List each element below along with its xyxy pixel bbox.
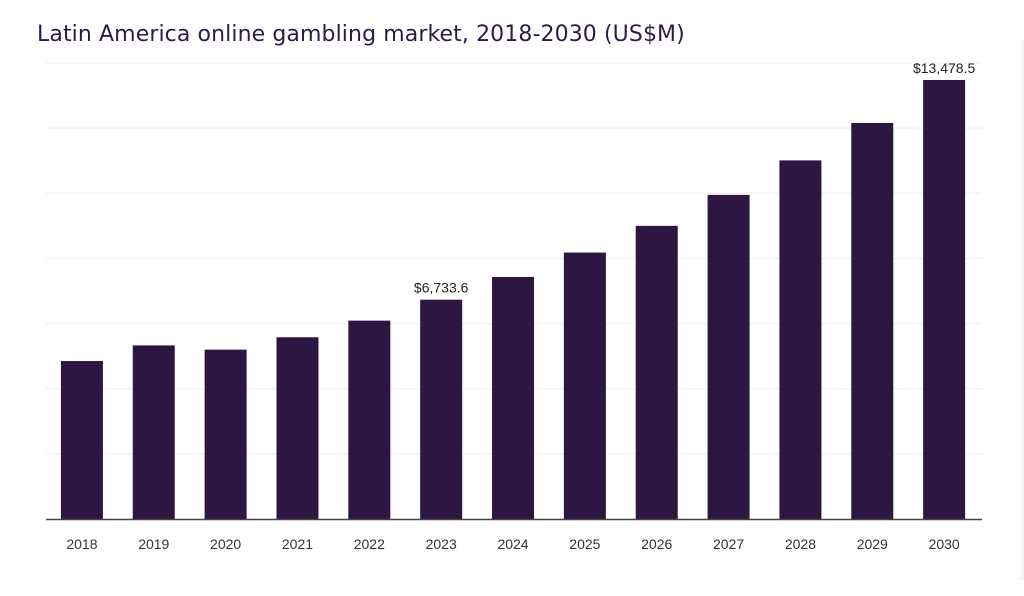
bar-2026: [635, 225, 678, 519]
x-tick-label-2028: 2028: [785, 536, 816, 552]
bar-2020: [204, 349, 247, 519]
x-tick-label-2024: 2024: [497, 536, 528, 552]
data-label-2023: $6,733.6: [414, 280, 469, 296]
x-tick-label-2023: 2023: [426, 536, 457, 552]
bar-2023: [420, 299, 463, 519]
data-labels: $6,733.6 $13,478.5: [414, 60, 976, 296]
x-tick-label-2022: 2022: [354, 536, 385, 552]
bar-2028: [779, 160, 822, 520]
x-tick-label-2021: 2021: [282, 536, 313, 552]
x-tick-label-2025: 2025: [569, 536, 600, 552]
x-axis-ticks: 2018 2019 2020 2021 2022 2023 2024 2025 2026 2027…: [66, 536, 960, 552]
data-label-2030: $13,478.5: [913, 60, 975, 76]
bar-2019: [132, 345, 175, 519]
bar-2030: [923, 79, 966, 520]
x-tick-label-2020: 2020: [210, 536, 241, 552]
chart-title: Latin America online gambling market, 20…: [37, 22, 685, 47]
bar-2018: [60, 361, 103, 519]
bar-2027: [707, 194, 750, 519]
bar-2021: [276, 337, 319, 519]
bar-2029: [851, 122, 894, 519]
page-edge-shade: [1018, 40, 1024, 580]
bars: [60, 79, 966, 520]
x-tick-label-2029: 2029: [857, 536, 888, 552]
bar-2025: [563, 252, 606, 519]
x-tick-label-2027: 2027: [713, 536, 744, 552]
bar-2022: [348, 320, 391, 519]
x-tick-label-2019: 2019: [138, 536, 169, 552]
x-tick-label-2026: 2026: [641, 536, 672, 552]
bar-2024: [492, 276, 535, 519]
x-tick-label-2018: 2018: [66, 536, 97, 552]
grid-lines: [46, 62, 982, 455]
x-tick-label-2030: 2030: [929, 536, 960, 552]
